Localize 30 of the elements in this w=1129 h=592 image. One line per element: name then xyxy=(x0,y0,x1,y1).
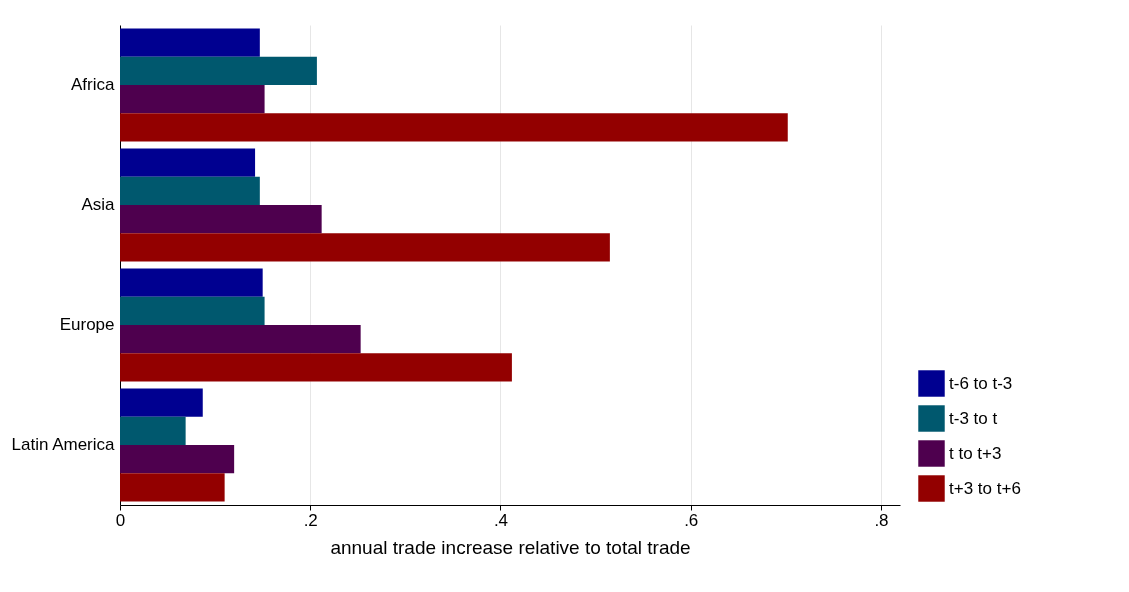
bar xyxy=(120,268,263,297)
y-tick-label: Europe xyxy=(59,315,115,334)
x-axis-title: annual trade increase relative to total trade xyxy=(330,536,691,558)
legend-label: t to t+3 xyxy=(949,443,1002,463)
bar xyxy=(120,416,186,445)
legend-label: t-6 to t-3 xyxy=(949,373,1013,393)
x-tick-label: .8 xyxy=(874,510,889,530)
bar xyxy=(120,296,265,325)
x-tick-label: .4 xyxy=(493,510,509,530)
bar xyxy=(120,388,203,417)
bar xyxy=(120,353,512,382)
bar xyxy=(120,445,235,474)
x-tick-label: 0 xyxy=(115,510,126,530)
x-tick-label: .2 xyxy=(303,510,318,530)
bar xyxy=(120,113,788,142)
bar xyxy=(120,176,260,205)
bar xyxy=(120,473,225,502)
x-tick-label: .6 xyxy=(684,510,699,530)
legend-label: t-3 to t xyxy=(949,408,998,428)
legend-label: t+3 to t+6 xyxy=(949,478,1021,498)
bar xyxy=(120,28,260,57)
bar xyxy=(120,325,361,354)
y-tick-label: Africa xyxy=(71,75,116,94)
bar xyxy=(120,85,265,114)
bar xyxy=(120,148,256,177)
y-tick-label: Latin America xyxy=(11,435,116,454)
y-tick-label: Asia xyxy=(81,195,116,214)
bar xyxy=(120,205,322,234)
bar xyxy=(120,233,610,262)
bar xyxy=(120,56,317,85)
